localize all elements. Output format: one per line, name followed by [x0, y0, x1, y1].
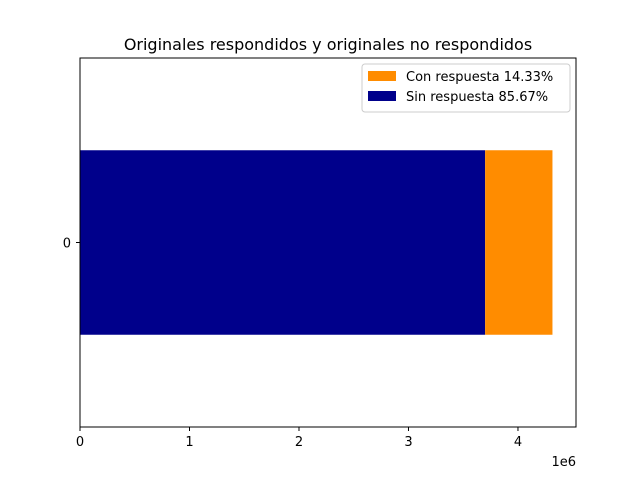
- bar-segment-1: [485, 150, 553, 335]
- x-tick-label: 4: [514, 435, 522, 450]
- bars-group: [80, 150, 553, 335]
- bar-segment-0: [80, 150, 486, 335]
- x-offset-label: 1e6: [551, 455, 576, 470]
- legend-label-0: Con respuesta 14.33%: [406, 70, 553, 85]
- legend-swatch-1: [368, 91, 396, 101]
- x-tick-label: 0: [76, 435, 84, 450]
- chart-title: Originales respondidos y originales no r…: [124, 35, 532, 54]
- legend: Con respuesta 14.33% Sin respuesta 85.67%: [361, 63, 571, 113]
- y-tick-label: 0: [63, 237, 71, 252]
- x-axis: 0 1 2 3 4: [76, 427, 522, 450]
- x-tick-label: 3: [404, 435, 412, 450]
- x-tick-label: 2: [295, 435, 303, 450]
- legend-label-1: Sin respuesta 85.67%: [406, 90, 548, 105]
- x-tick-label: 1: [185, 435, 193, 450]
- legend-box: [361, 63, 571, 113]
- y-axis: 0: [63, 237, 80, 252]
- legend-swatch-0: [368, 71, 396, 81]
